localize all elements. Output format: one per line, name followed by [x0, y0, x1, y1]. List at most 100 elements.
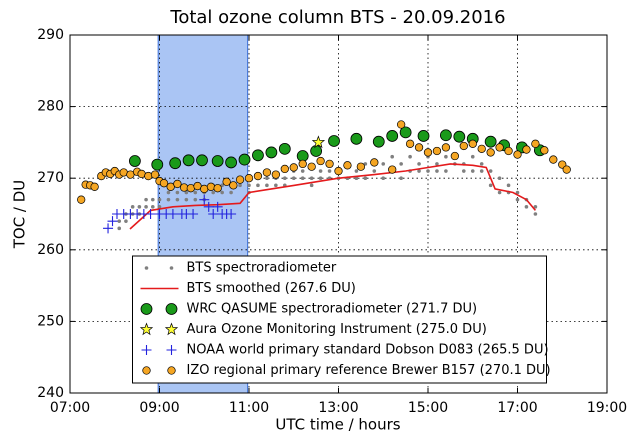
data-point	[531, 139, 540, 148]
chart-title: Total ozone column BTS - 20.09.2016	[169, 7, 505, 28]
legend-label: NOAA world primary standard Dobson D083 …	[187, 343, 549, 358]
data-point	[381, 162, 386, 166]
data-point	[159, 179, 169, 188]
data-point	[229, 190, 233, 195]
data-point	[417, 169, 421, 173]
data-point	[225, 156, 238, 169]
data-point	[316, 156, 325, 166]
data-point	[271, 170, 281, 179]
data-point	[513, 150, 522, 159]
data-point	[157, 197, 162, 202]
legend-label: IZO regional primary reference Brewer B1…	[187, 363, 551, 378]
y-tick-label: 250	[37, 313, 64, 329]
data-point	[184, 197, 189, 202]
data-point	[459, 141, 468, 151]
legend-label: WRC QASUME spectroradiometer (271.7 DU)	[187, 302, 478, 317]
data-point	[253, 171, 263, 181]
data-point	[318, 169, 323, 173]
x-tick-label: 09:00	[139, 400, 179, 416]
data-point	[309, 183, 314, 188]
data-point	[318, 176, 323, 180]
x-tick-label: 19:00	[587, 400, 627, 416]
data-point	[524, 205, 529, 209]
data-point	[381, 176, 386, 180]
data-point	[325, 159, 334, 169]
data-point	[145, 209, 156, 219]
legend-swatch	[140, 303, 153, 315]
data-point	[356, 162, 366, 171]
data-point	[226, 209, 237, 219]
data-point	[103, 223, 114, 234]
y-tick-label: 260	[37, 242, 64, 258]
x-tick-label: 13:00	[318, 400, 358, 416]
data-point	[310, 145, 323, 157]
x-tick-label: 11:00	[229, 400, 269, 416]
legend-swatch	[165, 303, 178, 315]
data-point	[435, 162, 439, 166]
data-point	[533, 205, 538, 209]
y-tick-label: 280	[37, 99, 64, 115]
data-point	[208, 209, 219, 219]
data-point	[193, 197, 198, 202]
data-point	[540, 146, 549, 155]
data-point	[278, 142, 291, 155]
data-point	[562, 165, 571, 174]
data-point	[405, 139, 415, 148]
data-point	[372, 135, 385, 148]
data-point	[328, 135, 340, 147]
y-tick-label: 290	[37, 27, 64, 43]
data-point	[363, 176, 368, 180]
legend-label: BTS smoothed (267.6 DU)	[187, 281, 356, 296]
data-point	[151, 158, 164, 171]
data-point	[486, 148, 495, 157]
data-point	[495, 143, 504, 152]
data-point	[350, 132, 363, 145]
data-point	[182, 154, 195, 167]
data-point	[130, 205, 135, 209]
legend-swatch	[139, 322, 154, 336]
data-point	[343, 161, 352, 170]
data-point	[211, 190, 215, 195]
data-point	[211, 155, 224, 167]
data-point	[173, 179, 182, 189]
data-point	[444, 154, 448, 159]
data-point	[175, 190, 180, 195]
data-point	[450, 151, 460, 161]
data-point	[334, 166, 343, 176]
data-point	[222, 177, 231, 186]
data-point	[124, 219, 128, 223]
data-point	[423, 148, 433, 157]
data-point	[399, 162, 403, 166]
data-point	[307, 162, 316, 171]
data-point	[300, 169, 305, 173]
data-point	[515, 197, 520, 202]
data-point	[247, 183, 251, 188]
data-point	[522, 145, 531, 154]
data-point	[439, 129, 452, 142]
data-point	[397, 120, 406, 129]
data-point	[497, 190, 502, 195]
x-axis-label: UTC time / hours	[275, 416, 400, 434]
data-point	[417, 130, 430, 142]
data-point	[372, 169, 377, 173]
data-point	[533, 212, 538, 216]
data-point	[77, 195, 86, 204]
data-point	[166, 190, 171, 195]
data-point	[479, 169, 484, 173]
data-point	[462, 169, 466, 173]
legend-label: Aura Ozone Monitoring Instrument (275.0 …	[187, 322, 487, 337]
data-point	[283, 176, 287, 180]
data-point	[468, 139, 477, 148]
data-point	[441, 143, 451, 152]
data-point	[199, 194, 210, 205]
data-point	[150, 197, 155, 202]
data-point	[435, 169, 439, 173]
legend-swatch	[169, 266, 174, 270]
legend-swatch	[166, 345, 177, 355]
data-point	[515, 190, 520, 195]
data-point	[479, 162, 484, 166]
legend-swatch	[144, 266, 149, 270]
data-point	[196, 154, 208, 167]
data-point	[117, 226, 122, 231]
